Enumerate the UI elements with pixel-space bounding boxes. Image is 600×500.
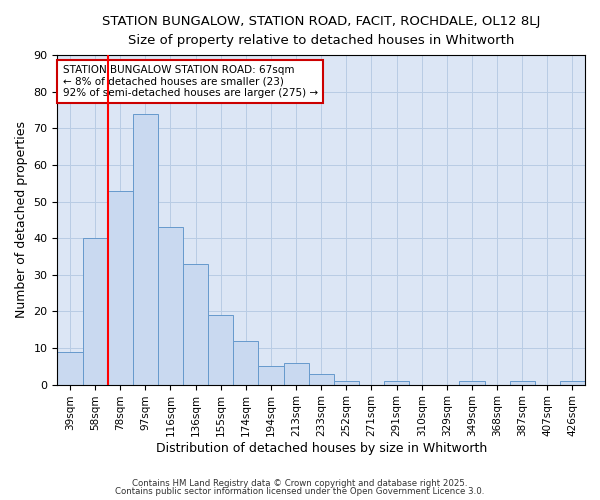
Bar <box>158 227 183 384</box>
Bar <box>58 352 83 384</box>
Bar <box>560 381 585 384</box>
Bar <box>334 381 359 384</box>
X-axis label: Distribution of detached houses by size in Whitworth: Distribution of detached houses by size … <box>155 442 487 455</box>
Bar <box>384 381 409 384</box>
Bar <box>208 315 233 384</box>
Text: Contains public sector information licensed under the Open Government Licence 3.: Contains public sector information licen… <box>115 487 485 496</box>
Bar <box>259 366 284 384</box>
Bar <box>509 381 535 384</box>
Bar <box>183 264 208 384</box>
Title: STATION BUNGALOW, STATION ROAD, FACIT, ROCHDALE, OL12 8LJ
Size of property relat: STATION BUNGALOW, STATION ROAD, FACIT, R… <box>102 15 541 47</box>
Bar <box>284 362 308 384</box>
Text: STATION BUNGALOW STATION ROAD: 67sqm
← 8% of detached houses are smaller (23)
92: STATION BUNGALOW STATION ROAD: 67sqm ← 8… <box>62 65 318 98</box>
Text: Contains HM Land Registry data © Crown copyright and database right 2025.: Contains HM Land Registry data © Crown c… <box>132 478 468 488</box>
Bar <box>107 190 133 384</box>
Y-axis label: Number of detached properties: Number of detached properties <box>15 122 28 318</box>
Bar <box>308 374 334 384</box>
Bar <box>233 340 259 384</box>
Bar <box>133 114 158 384</box>
Bar <box>460 381 485 384</box>
Bar <box>83 238 107 384</box>
